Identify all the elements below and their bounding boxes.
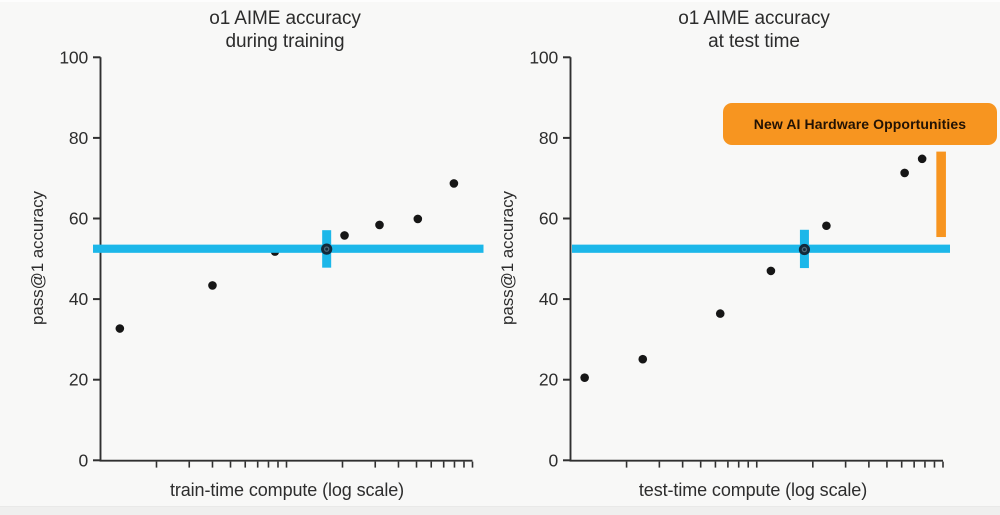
right-x-axis-label: test-time compute (log scale): [638, 480, 868, 500]
left-highlight-point: [321, 243, 333, 255]
left-y-axis-label: pass@1 accuracy: [28, 191, 47, 325]
annotation-label: New AI Hardware Opportunities: [753, 116, 967, 132]
right-y-axis-label: pass@1 accuracy: [498, 191, 517, 325]
right-data-point: [900, 168, 909, 178]
right-data-point: [917, 154, 927, 164]
left-data-point: [115, 324, 125, 333]
right-data-point: [715, 309, 725, 318]
right-y-tick-label: 0: [548, 450, 558, 470]
right-highlight-point-ring: [801, 246, 808, 253]
left-data-point: [340, 231, 349, 240]
right-y-tick-label: 100: [529, 47, 558, 67]
right-y-tick-label: 40: [539, 289, 559, 309]
left-chart-title: o1 AIME accuracy during training: [115, 7, 455, 53]
right-data-point: [822, 221, 831, 231]
right-chart-title-line1: o1 AIME accuracy: [678, 8, 830, 29]
left-data-point: [413, 214, 423, 224]
left-baseline-line: [93, 244, 484, 253]
top-edge-highlight: [0, 0, 1000, 2]
right-chart-title-line2: at test time: [708, 31, 800, 52]
left-data-point: [375, 220, 384, 230]
right-y-tick-label: 20: [539, 370, 559, 390]
left-y-tick-label: 60: [69, 209, 89, 229]
right-y-tick-label: 60: [539, 209, 559, 229]
bottom-strip: [0, 506, 1000, 515]
left-y-tick-label: 80: [69, 128, 89, 148]
left-data-point: [208, 281, 217, 290]
right-chart-title: o1 AIME accuracy at test time: [584, 7, 924, 53]
right-data-point: [580, 373, 589, 382]
right-data-point: [766, 266, 776, 276]
right-data-point: [638, 354, 648, 364]
left-y-tick-label: 40: [69, 289, 89, 309]
left-highlight-point-ring: [323, 246, 330, 252]
left-x-axis-label: train-time compute (log scale): [169, 480, 405, 500]
left-data-point: [449, 179, 459, 188]
left-y-tick-label: 100: [59, 47, 88, 67]
right-highlight-point: [798, 243, 811, 256]
left-chart-title-line2: during training: [225, 31, 345, 52]
left-y-tick-label: 20: [69, 370, 89, 390]
right-baseline-line: [572, 244, 950, 253]
left-y-tick-label: 0: [78, 450, 88, 470]
left-chart-title-line1: o1 AIME accuracy: [209, 8, 361, 29]
annotation-box: New AI Hardware Opportunities: [723, 103, 997, 145]
right-y-tick-label: 80: [539, 128, 559, 148]
hardware-opportunity-bar: [936, 151, 946, 238]
